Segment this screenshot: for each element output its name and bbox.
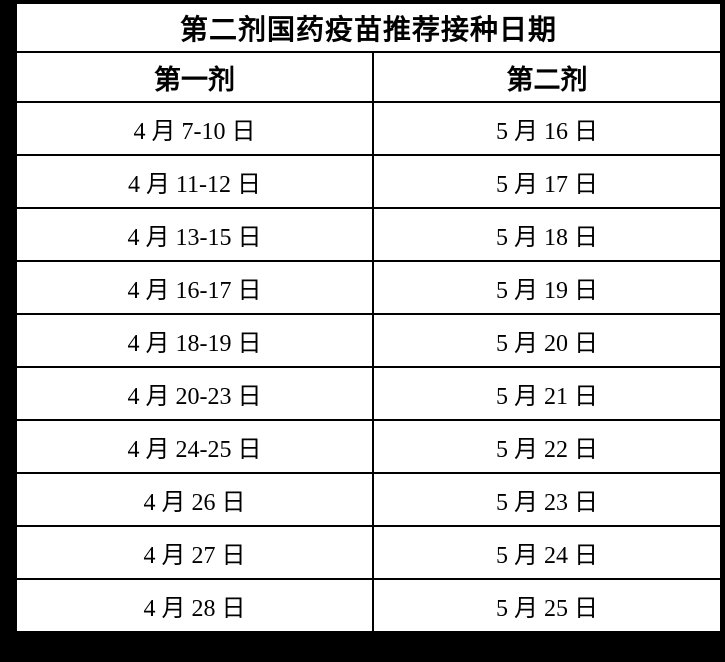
vaccine-schedule-table: 第二剂国药疫苗推荐接种日期 第一剂 第二剂 4 月 7-10 日 5 月 16 … [15, 2, 722, 633]
first-dose-cell: 4 月 13-15 日 [15, 207, 374, 262]
first-dose-cell: 4 月 16-17 日 [15, 260, 374, 315]
second-dose-cell: 5 月 16 日 [372, 101, 722, 156]
second-dose-cell: 5 月 22 日 [372, 419, 722, 474]
title-row: 第二剂国药疫苗推荐接种日期 [15, 2, 722, 53]
header-row: 第一剂 第二剂 [15, 51, 722, 103]
second-dose-cell: 5 月 24 日 [372, 525, 722, 580]
table-row: 4 月 28 日 5 月 25 日 [15, 578, 722, 633]
second-dose-cell: 5 月 25 日 [372, 578, 722, 633]
table-title: 第二剂国药疫苗推荐接种日期 [15, 2, 722, 53]
column-header-second-dose: 第二剂 [372, 51, 722, 103]
table-row: 4 月 18-19 日 5 月 20 日 [15, 313, 722, 368]
first-dose-cell: 4 月 26 日 [15, 472, 374, 527]
table-row: 4 月 11-12 日 5 月 17 日 [15, 154, 722, 209]
first-dose-cell: 4 月 7-10 日 [15, 101, 374, 156]
table-row: 4 月 13-15 日 5 月 18 日 [15, 207, 722, 262]
first-dose-cell: 4 月 24-25 日 [15, 419, 374, 474]
table-row: 4 月 24-25 日 5 月 22 日 [15, 419, 722, 474]
second-dose-cell: 5 月 20 日 [372, 313, 722, 368]
first-dose-cell: 4 月 18-19 日 [15, 313, 374, 368]
first-dose-cell: 4 月 28 日 [15, 578, 374, 633]
first-dose-cell: 4 月 11-12 日 [15, 154, 374, 209]
second-dose-cell: 5 月 23 日 [372, 472, 722, 527]
table-row: 4 月 16-17 日 5 月 19 日 [15, 260, 722, 315]
second-dose-cell: 5 月 17 日 [372, 154, 722, 209]
second-dose-cell: 5 月 18 日 [372, 207, 722, 262]
table-row: 4 月 26 日 5 月 23 日 [15, 472, 722, 527]
second-dose-cell: 5 月 19 日 [372, 260, 722, 315]
second-dose-cell: 5 月 21 日 [372, 366, 722, 421]
table-row: 4 月 7-10 日 5 月 16 日 [15, 101, 722, 156]
table-row: 4 月 20-23 日 5 月 21 日 [15, 366, 722, 421]
column-header-first-dose: 第一剂 [15, 51, 374, 103]
table-row: 4 月 27 日 5 月 24 日 [15, 525, 722, 580]
first-dose-cell: 4 月 20-23 日 [15, 366, 374, 421]
first-dose-cell: 4 月 27 日 [15, 525, 374, 580]
